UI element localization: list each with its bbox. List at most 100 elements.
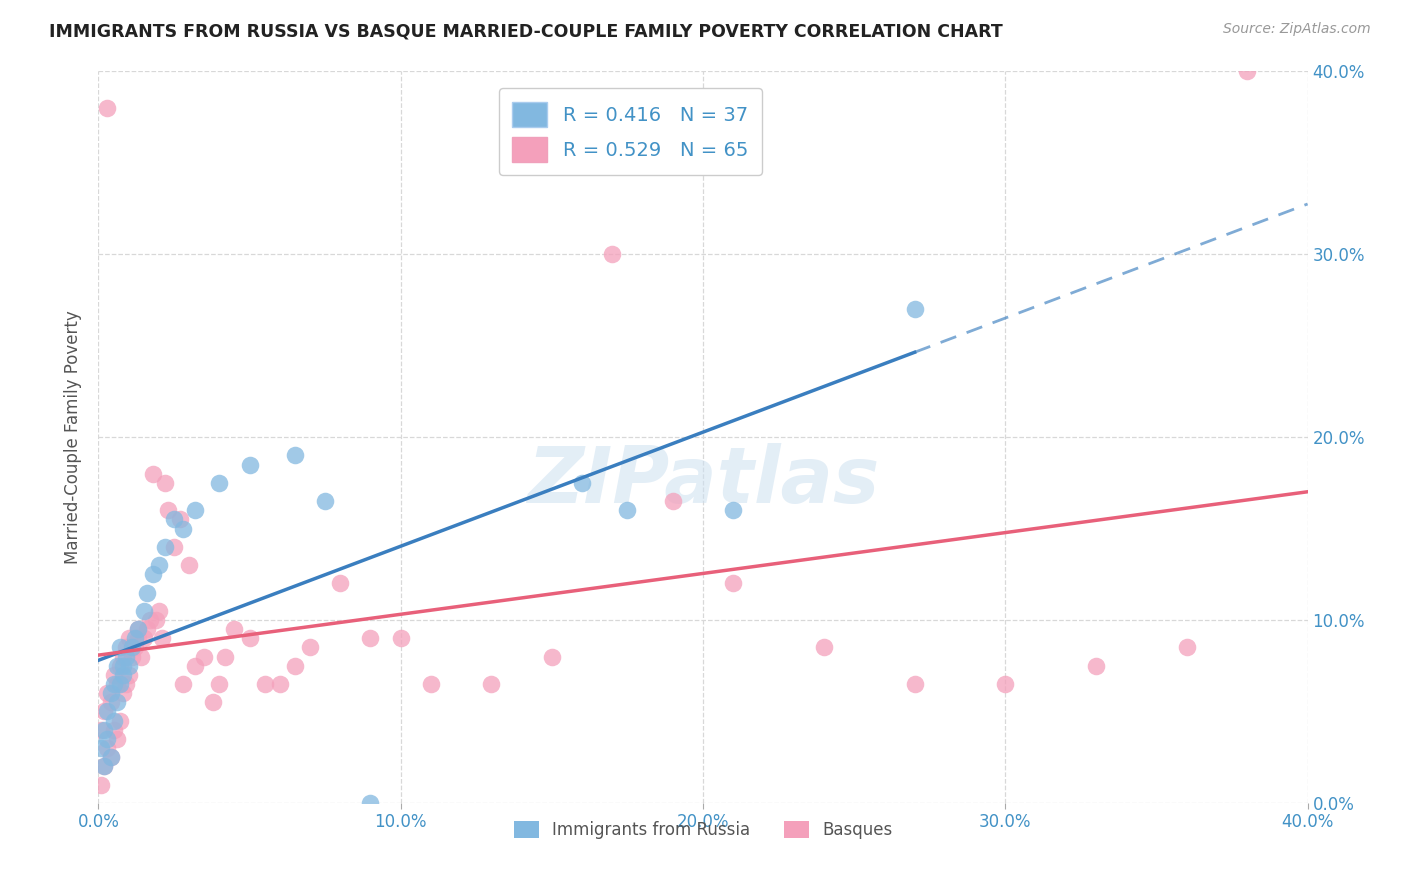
Point	[329, 576, 352, 591]
Point	[129, 649, 152, 664]
Point	[93, 723, 115, 737]
Point	[169, 512, 191, 526]
Point	[208, 475, 231, 490]
Point	[1085, 658, 1108, 673]
Point	[105, 731, 128, 746]
Point	[100, 750, 122, 764]
Point	[904, 301, 927, 317]
Text: IMMIGRANTS FROM RUSSIA VS BASQUE MARRIED-COUPLE FAMILY POVERTY CORRELATION CHART: IMMIGRANTS FROM RUSSIA VS BASQUE MARRIED…	[49, 22, 1002, 40]
Point	[105, 695, 128, 709]
Point	[93, 705, 115, 719]
Point	[389, 632, 412, 646]
Point	[111, 649, 134, 664]
Point	[96, 686, 118, 700]
Point	[616, 503, 638, 517]
Point	[93, 759, 115, 773]
Point	[193, 649, 215, 664]
Point	[108, 640, 131, 655]
Point	[121, 640, 143, 655]
Point	[723, 576, 745, 591]
Point	[156, 503, 179, 517]
Text: Source: ZipAtlas.com: Source: ZipAtlas.com	[1223, 22, 1371, 37]
Point	[540, 649, 562, 664]
Point	[1236, 64, 1258, 78]
Point	[90, 723, 112, 737]
Point	[96, 705, 118, 719]
Point	[124, 632, 146, 646]
Point	[360, 796, 382, 810]
Point	[723, 503, 745, 517]
Point	[904, 677, 927, 691]
Point	[108, 714, 131, 728]
Point	[100, 686, 122, 700]
Point	[108, 677, 131, 691]
Point	[571, 475, 593, 490]
Point	[103, 714, 125, 728]
Point	[284, 448, 307, 462]
Point	[127, 632, 149, 646]
Point	[602, 247, 624, 261]
Point	[661, 494, 683, 508]
Point	[481, 677, 503, 691]
Point	[96, 731, 118, 746]
Point	[114, 640, 136, 655]
Point	[153, 475, 176, 490]
Point	[172, 521, 194, 535]
Point	[118, 667, 141, 681]
Point	[135, 622, 157, 636]
Point	[208, 677, 231, 691]
Point	[142, 467, 165, 481]
Point	[132, 632, 155, 646]
Point	[269, 677, 291, 691]
Point	[139, 613, 162, 627]
Point	[118, 632, 141, 646]
Point	[132, 604, 155, 618]
Point	[214, 649, 236, 664]
Point	[148, 604, 170, 618]
Point	[420, 677, 443, 691]
Point	[127, 622, 149, 636]
Point	[284, 658, 307, 673]
Text: ZIPatlas: ZIPatlas	[527, 443, 879, 519]
Point	[96, 740, 118, 755]
Point	[100, 750, 122, 764]
Point	[103, 723, 125, 737]
Point	[239, 632, 262, 646]
Point	[103, 677, 125, 691]
Point	[163, 540, 186, 554]
Point	[239, 458, 262, 472]
Point	[114, 649, 136, 664]
Point	[124, 640, 146, 655]
Point	[813, 640, 835, 655]
Y-axis label: Married-Couple Family Poverty: Married-Couple Family Poverty	[65, 310, 83, 564]
Point	[145, 613, 167, 627]
Point	[90, 778, 112, 792]
Point	[103, 667, 125, 681]
Point	[142, 567, 165, 582]
Point	[1175, 640, 1198, 655]
Point	[153, 540, 176, 554]
Point	[135, 585, 157, 599]
Point	[127, 622, 149, 636]
Point	[163, 512, 186, 526]
Point	[111, 686, 134, 700]
Point	[179, 558, 201, 573]
Point	[111, 667, 134, 681]
Point	[100, 695, 122, 709]
Legend: Immigrants from Russia, Basques: Immigrants from Russia, Basques	[508, 814, 898, 846]
Point	[253, 677, 276, 691]
Point	[121, 649, 143, 664]
Point	[111, 658, 134, 673]
Point	[114, 677, 136, 691]
Point	[108, 658, 131, 673]
Point	[184, 658, 207, 673]
Point	[172, 677, 194, 691]
Point	[184, 503, 207, 517]
Point	[105, 677, 128, 691]
Point	[90, 740, 112, 755]
Point	[150, 632, 173, 646]
Point	[93, 759, 115, 773]
Point	[105, 658, 128, 673]
Point	[224, 622, 246, 636]
Point	[299, 640, 322, 655]
